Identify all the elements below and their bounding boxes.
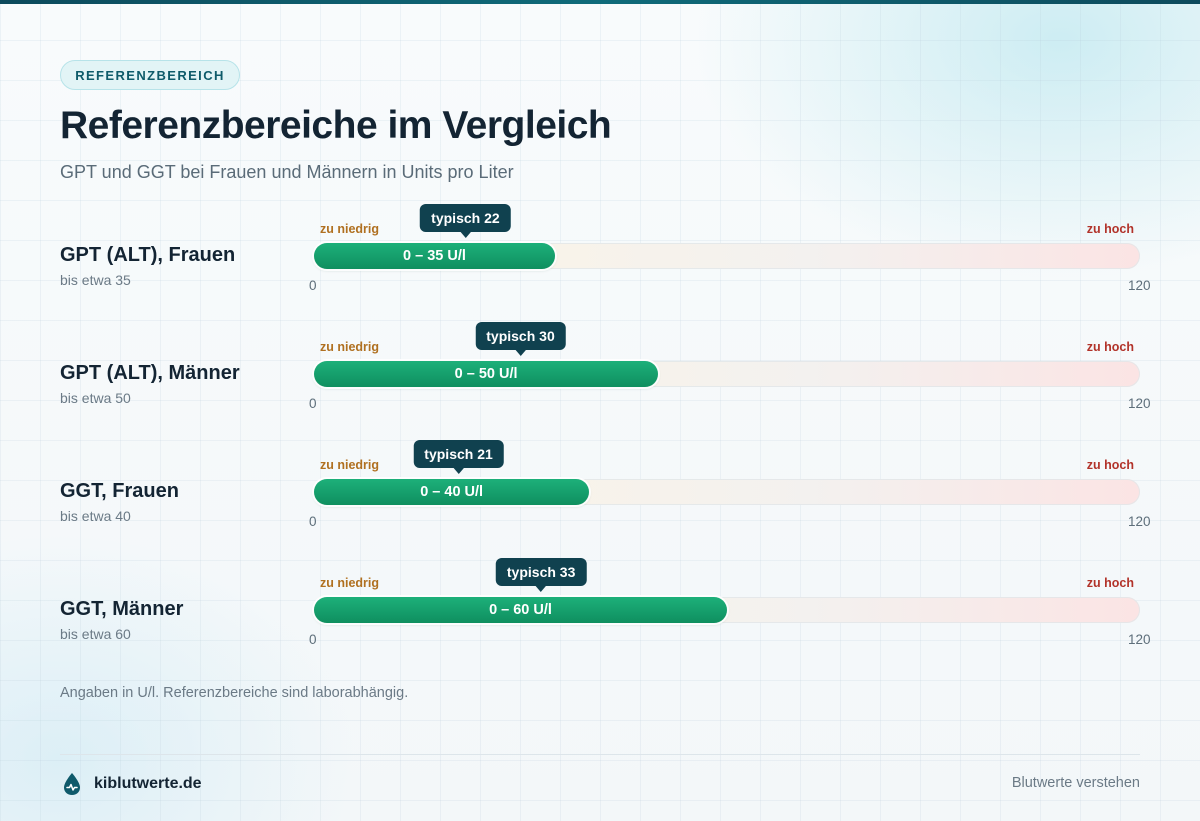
range-bar: 0 – 40 U/l (314, 479, 590, 505)
axis-min-label: 0 (309, 632, 317, 647)
zone-high-label: zu hoch (1086, 340, 1134, 354)
typical-value-tooltip: typisch 22 (420, 204, 511, 232)
zone-low-label: zu niedrig (320, 458, 380, 472)
brand-name: kiblutwerte.de (94, 775, 202, 792)
top-accent-line (0, 0, 1200, 4)
typical-value-tooltip: typisch 30 (475, 322, 566, 350)
row-label: GPT (ALT), Frauen (60, 244, 236, 266)
footer-divider (60, 754, 1140, 755)
zone-high-label: zu hoch (1086, 458, 1134, 472)
row-label: GPT (ALT), Männer (60, 362, 240, 384)
footer-tagline: Blutwerte verstehen (1011, 775, 1140, 791)
range-bar: 0 – 35 U/l (314, 243, 555, 269)
zone-low-label: zu niedrig (320, 222, 380, 236)
page-title: Referenzbereiche im Vergleich (60, 104, 612, 147)
brand[interactable]: kiblutwerte.de (62, 772, 202, 796)
axis-max-label: 120 (1128, 514, 1151, 529)
chart-row: GGT, Frauen bis etwa 40 zu niedrig zu hoch 0… (0, 440, 1200, 550)
zone-low-label: zu niedrig (320, 340, 380, 354)
typical-value-tooltip: typisch 21 (413, 440, 504, 468)
chart-row: GPT (ALT), Frauen bis etwa 35 zu niedrig zu… (0, 204, 1200, 314)
row-sublabel: bis etwa 50 (60, 390, 131, 406)
row-sublabel: bis etwa 35 (60, 272, 131, 288)
row-label: GGT, Frauen (60, 480, 179, 502)
typical-value-tooltip: typisch 33 (495, 558, 587, 586)
zone-low-label: zu niedrig (320, 576, 380, 590)
axis-max-label: 120 (1128, 632, 1151, 647)
page-subtitle: GPT und GGT bei Frauen und Männern in Un… (60, 162, 514, 182)
footnote: Angaben in U/l. Referenzbereiche sind la… (60, 685, 409, 701)
range-bar: 0 – 50 U/l (314, 361, 659, 387)
row-label: GGT, Männer (60, 598, 184, 620)
axis-min-label: 0 (309, 514, 317, 529)
axis-max-label: 120 (1128, 396, 1151, 411)
row-sublabel: bis etwa 60 (60, 626, 131, 642)
axis-min-label: 0 (309, 396, 317, 411)
zone-high-label: zu hoch (1086, 222, 1134, 236)
chart-row: GPT (ALT), Männer bis etwa 50 zu niedrig zu… (0, 322, 1200, 432)
blood-drop-icon (64, 773, 80, 795)
range-bar: 0 – 60 U/l (314, 597, 727, 623)
section-badge: REFERENZBEREICH (60, 60, 240, 90)
axis-max-label: 120 (1128, 278, 1151, 293)
chart-row: GGT, Männer bis etwa 60 zu niedrig zu hoch 0… (0, 558, 1200, 668)
axis-min-label: 0 (309, 278, 317, 293)
row-sublabel: bis etwa 40 (60, 508, 131, 524)
zone-high-label: zu hoch (1086, 576, 1134, 590)
